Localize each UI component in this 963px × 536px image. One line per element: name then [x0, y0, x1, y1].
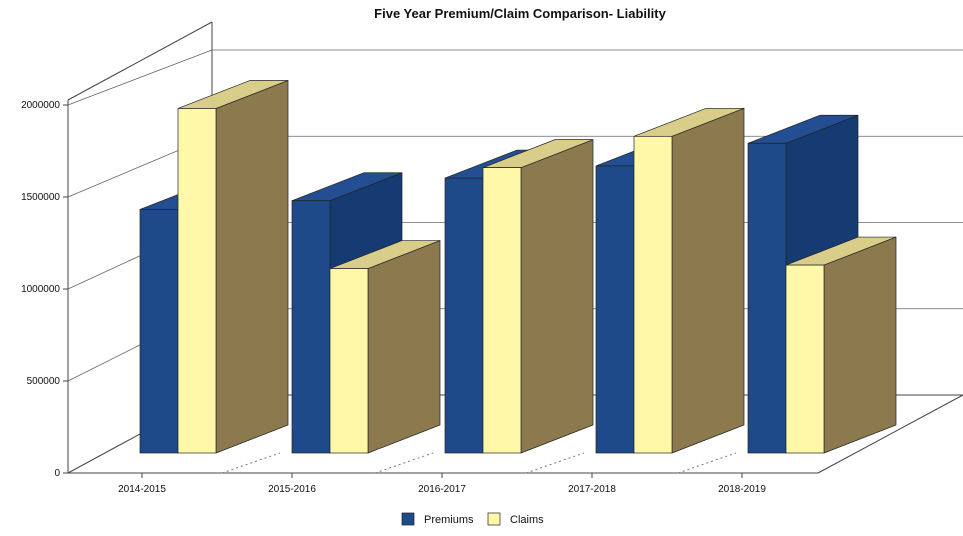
- bar-claims-2015-2016: [329, 268, 369, 454]
- legend: Premiums Claims: [401, 512, 544, 526]
- bars: [139, 79, 897, 454]
- bar-side-claims-2015-2016: [367, 240, 441, 454]
- legend-label-premiums: Premiums: [424, 514, 474, 526]
- chart-title: Five Year Premium/Claim Comparison- Liab…: [374, 6, 666, 21]
- floor-divider: [525, 452, 585, 474]
- x-tick-label: 2015-2016: [268, 484, 316, 495]
- y-tick-label: 500000: [27, 376, 61, 387]
- bar-claims-2018-2019: [785, 264, 825, 454]
- bar-premiums-2015-2016: [291, 200, 331, 454]
- x-tick-label: 2016-2017: [418, 484, 466, 495]
- bar-side-claims-2016-2017: [520, 139, 594, 454]
- floor-right-edge: [817, 394, 963, 474]
- y-tick-label: 1000000: [21, 284, 60, 295]
- y-ticks: 0 500000 1000000 1500000 2000000: [21, 100, 68, 479]
- bar-side-claims-2014-2015: [215, 79, 289, 454]
- legend-swatch-claims: [487, 512, 501, 526]
- floor-divider: [677, 452, 737, 474]
- x-tick-label: 2017-2018: [568, 484, 616, 495]
- gridline: [67, 49, 213, 106]
- bar-side-claims-2018-2019: [823, 236, 897, 454]
- y-tick-label: 2000000: [21, 100, 60, 111]
- legend-label-claims: Claims: [510, 514, 544, 526]
- bar-premiums-2016-2017: [444, 177, 484, 454]
- x-ticks: 2014-2015 2015-2016 2016-2017 2017-2018 2018…: [118, 473, 766, 495]
- bar-claims-2016-2017: [482, 167, 522, 454]
- floor-divider: [221, 452, 281, 474]
- y-tick-label: 0: [54, 468, 60, 479]
- x-tick-label: 2018-2019: [718, 484, 766, 495]
- bar-side-claims-2017-2018: [671, 107, 745, 454]
- bar-claims-2014-2015: [177, 108, 217, 454]
- x-tick-label: 2014-2015: [118, 484, 166, 495]
- bar-premiums-2017-2018: [595, 165, 635, 454]
- legend-swatch-premiums: [401, 512, 415, 526]
- bar-premiums-2014-2015: [139, 209, 179, 454]
- frame-edge: [67, 21, 213, 101]
- floor-divider: [374, 452, 434, 474]
- y-tick-label: 1500000: [21, 192, 60, 203]
- bar-claims-2017-2018: [633, 135, 673, 454]
- bar-premiums-2018-2019: [747, 142, 787, 454]
